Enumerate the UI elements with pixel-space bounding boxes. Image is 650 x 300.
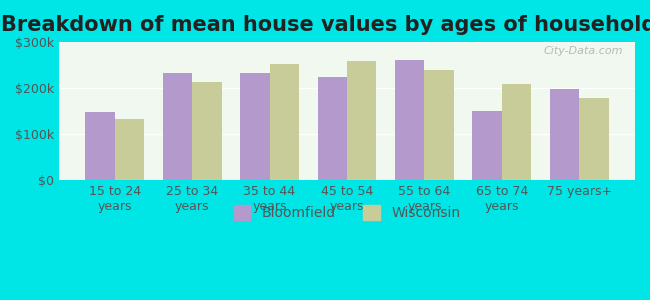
Bar	[114, 119, 144, 180]
Legend: Bloomfield, Wisconsin: Bloomfield, Wisconsin	[228, 200, 466, 226]
Bar	[502, 84, 531, 180]
Title: Breakdown of mean house values by ages of householders: Breakdown of mean house values by ages o…	[1, 15, 650, 35]
Bar	[424, 70, 454, 180]
Bar	[473, 111, 502, 180]
Bar	[240, 73, 270, 180]
Bar	[395, 60, 424, 180]
Text: City-Data.com: City-Data.com	[544, 46, 623, 56]
Bar	[579, 98, 609, 180]
Bar	[270, 64, 299, 180]
Bar	[85, 112, 114, 180]
Bar	[347, 61, 376, 180]
Bar	[550, 89, 579, 180]
Bar	[192, 82, 222, 180]
Bar	[318, 76, 347, 180]
Bar	[162, 73, 192, 180]
